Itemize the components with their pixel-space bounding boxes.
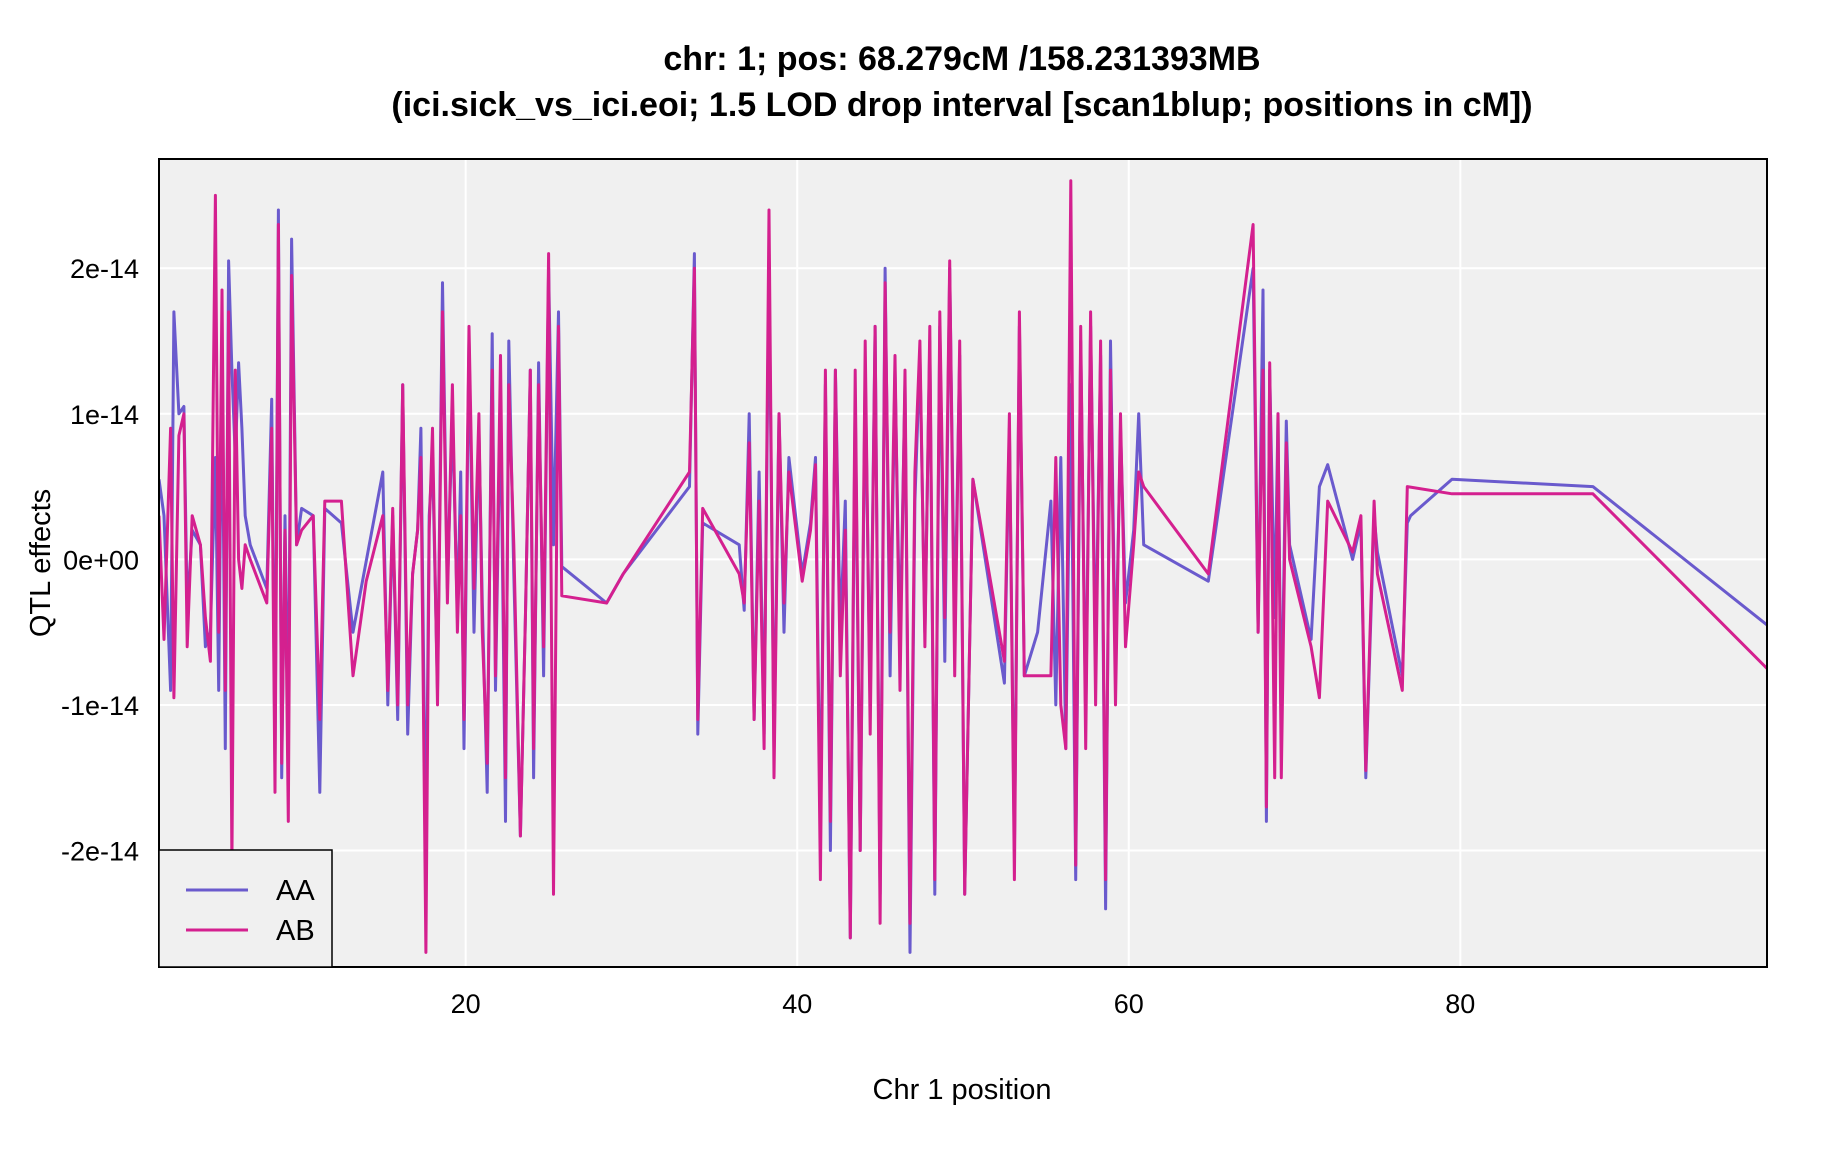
y-axis-ticks: -2e-14 -1e-14 0e+00 1e-14 2e-14 — [61, 254, 139, 866]
series-line-ab — [159, 179, 1767, 954]
y-axis-label: QTL effects — [25, 489, 57, 637]
y-tick-label: -1e-14 — [61, 691, 139, 721]
x-tick-label: 40 — [782, 989, 812, 1019]
x-tick-label: 20 — [451, 989, 481, 1019]
y-tick-label: -2e-14 — [61, 837, 139, 867]
chart-title-line2: (ici.sick_vs_ici.eoi; 1.5 LOD drop inter… — [391, 86, 1532, 124]
legend: AA AB — [158, 849, 333, 968]
x-axis-ticks: 20 40 60 80 — [451, 989, 1476, 1019]
series-layer — [159, 179, 1767, 954]
x-tick-label: 80 — [1445, 989, 1475, 1019]
chart-title-line1: chr: 1; pos: 68.279cM /158.231393MB — [663, 40, 1260, 78]
x-tick-label: 60 — [1114, 989, 1144, 1019]
legend-label-ab: AB — [276, 915, 315, 947]
legend-box — [158, 849, 333, 968]
legend-label-aa: AA — [276, 875, 315, 907]
y-tick-label: 2e-14 — [70, 254, 139, 284]
plot-frame — [158, 158, 1768, 968]
y-tick-label: 1e-14 — [70, 400, 139, 430]
x-axis-label: Chr 1 position — [873, 1074, 1052, 1106]
y-tick-label: 0e+00 — [63, 545, 139, 575]
